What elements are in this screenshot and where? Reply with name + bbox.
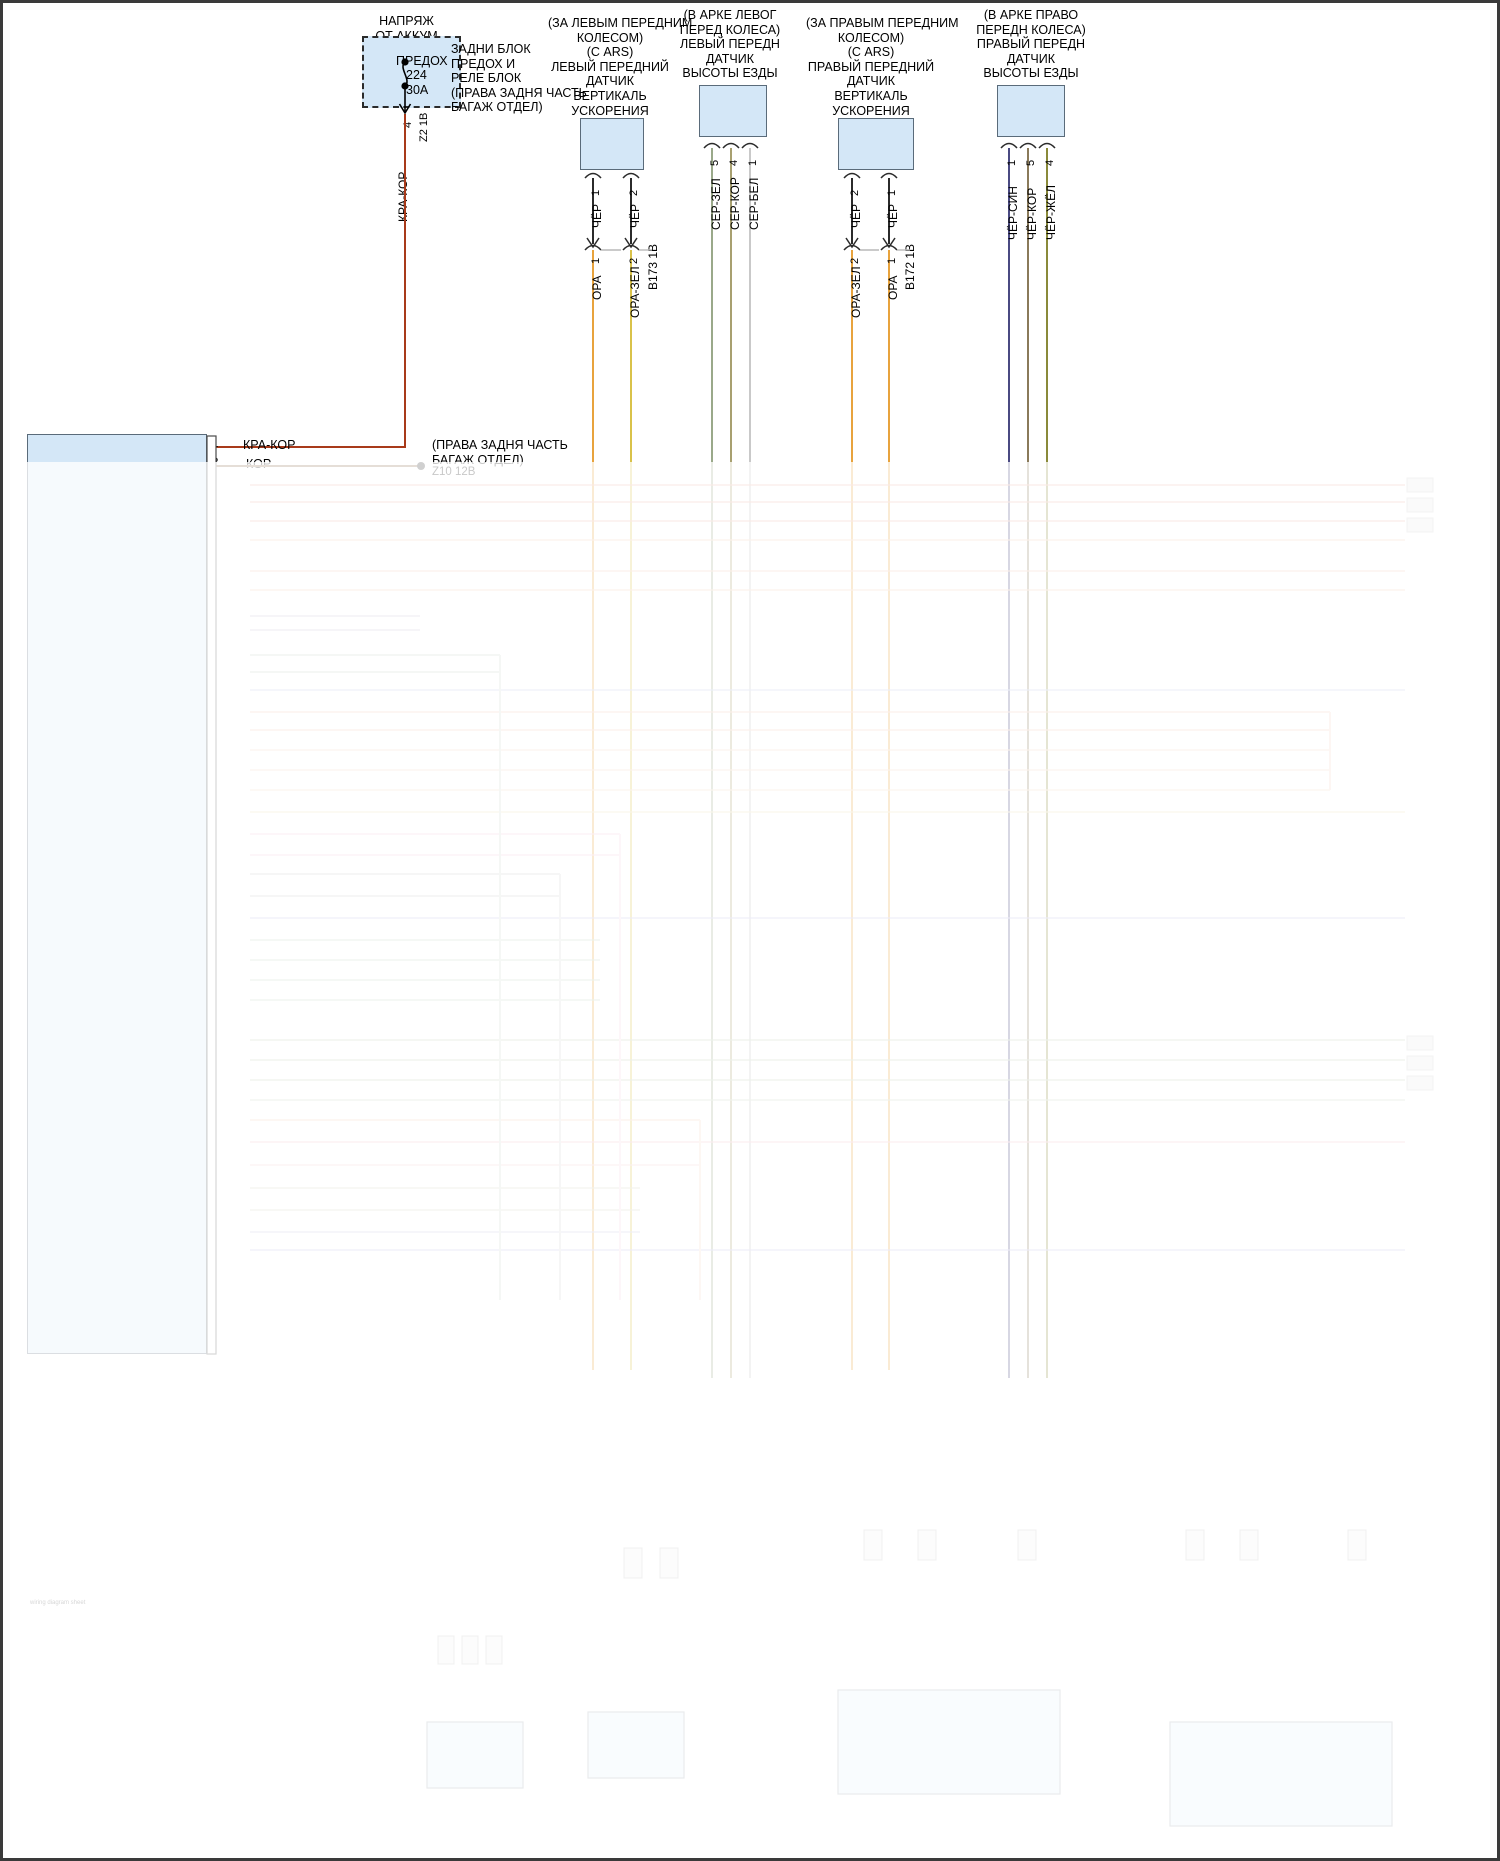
rf-height-sensor-box (997, 85, 1065, 137)
lf-accel-header: (ЗА ЛЕВЫМ ПЕРЕДНИМ КОЛЕСОМ) (С ARS) ЛЕВЫ… (548, 16, 693, 118)
module-pin-1-label: КРА-КОР (243, 438, 296, 452)
rf-accel-header: (ЗА ПРАВЫМ ПЕРЕДНИМ КОЛЕСОМ) (С ARS) ПРА… (806, 16, 959, 118)
power-wire-horizontal (213, 446, 406, 449)
fuse-rating: 30A (406, 83, 429, 97)
rf-accel-wire1-upper (851, 178, 854, 244)
lf-height-sensor-box (699, 85, 767, 137)
fuse-label: ПРЕДОХ (396, 54, 448, 68)
rf-height-header: (В АРКЕ ПРАВО ПЕРЕДН КОЛЕСА) ПРАВЫЙ ПЕРЕ… (976, 8, 1086, 81)
fuse-block-description: ЗАДНИ БЛОК ПРЕДОХ И РЕЛЕ БЛОК (ПРАВА ЗАД… (451, 42, 587, 115)
lf-accel-sensor-box (580, 118, 644, 170)
lf-accel-wire1-upper (592, 178, 595, 244)
rf-accel-sensor-box (838, 118, 914, 170)
rear-fuse-relay-block (362, 36, 461, 108)
rf-accel-wire2-upper (888, 178, 891, 244)
lf-accel-wire2-upper (630, 178, 633, 244)
fuse-number: 224 (406, 68, 427, 82)
lf-height-header: (В АРКЕ ЛЕВОГ ПЕРЕД КОЛЕСА) ЛЕВЫЙ ПЕРЕДН… (679, 8, 781, 81)
power-wire-vertical (404, 114, 407, 448)
